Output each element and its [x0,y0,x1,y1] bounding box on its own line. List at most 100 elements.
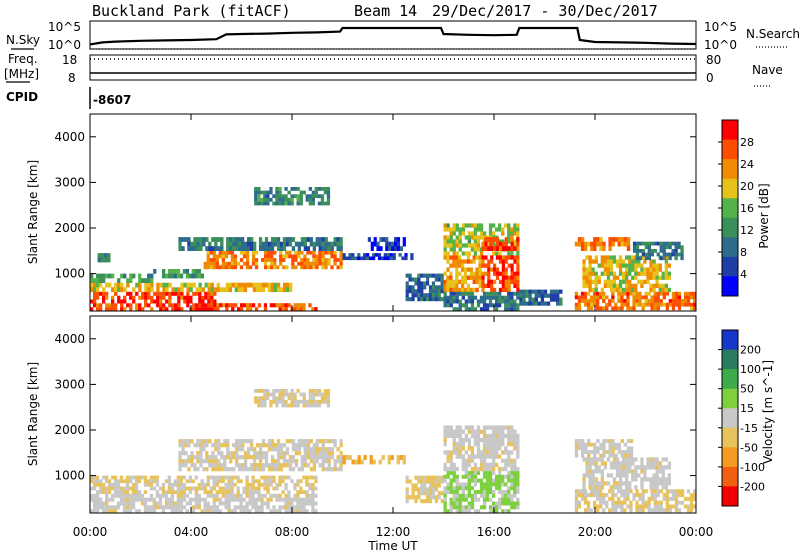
power-cell [269,187,273,191]
power-cell [588,255,592,260]
power-cell [671,249,675,253]
velocity-cell [629,453,634,458]
velocity-cell [501,509,505,514]
power-cell [330,246,334,251]
velocity-cell [582,477,586,482]
power-cell [611,306,615,311]
power-cell [168,273,172,279]
power-cell [596,299,600,303]
velocity-cell [513,493,517,498]
velocity-cell [321,459,325,464]
velocity-cell [618,473,623,478]
power-cell [540,293,545,298]
velocity-cell [178,463,182,468]
velocity-cell [266,505,270,510]
power-cell [99,307,103,312]
velocity-cell [612,485,617,490]
velocity-cell [215,493,219,498]
power-cell [224,261,229,266]
power-cell [211,246,215,251]
power-cell [449,247,453,252]
power-cell [528,301,532,306]
velocity-cell [626,450,631,454]
velocity-cell [507,462,511,468]
power-cell [662,295,666,300]
power-cell [333,237,337,242]
velocity-cell [140,497,145,502]
velocity-cell [455,425,459,430]
velocity-cell [299,486,303,491]
power-cell [504,299,508,304]
velocity-cell [309,467,313,472]
velocity-cell [620,508,624,513]
power-cell [236,261,241,266]
velocity-cell [181,459,185,464]
velocity-cell [629,508,633,513]
velocity-cell [501,433,505,438]
velocity-cell [260,493,264,498]
power-cell [501,255,505,260]
power-cell [303,261,307,266]
power-cell [507,263,511,268]
velocity-cell [495,509,499,514]
power-cell [96,278,100,283]
power-cell [653,299,657,303]
power-cell [168,295,172,300]
velocity-cell [269,392,273,397]
power-cell [664,275,668,280]
velocity-cell [149,509,154,514]
velocity-cell [257,396,261,401]
power-cell [233,265,238,270]
power-cell [186,299,190,304]
power-cell [303,258,307,262]
velocity-cell [245,509,249,514]
velocity-cell [485,482,490,487]
power-cell [664,283,668,288]
velocity-cell [233,493,237,498]
velocity-cell [476,450,481,455]
velocity-cell [605,493,609,498]
velocity-cell [235,443,239,448]
velocity-cell [658,481,662,486]
velocity-cell [323,392,328,397]
velocity-cell [215,479,219,484]
velocity-cell [149,497,154,502]
power-cell [290,187,294,191]
power-cell [306,246,310,251]
velocity-cell [253,447,257,452]
power-cell [495,246,500,251]
velocity-cell [464,433,468,438]
power-cell [574,302,579,307]
power-cell [693,299,697,303]
power-cell [612,259,617,264]
velocity-cell [455,474,459,479]
velocity-cell [495,478,499,483]
power-cell [582,279,586,284]
power-cell [470,243,475,248]
velocity-cell [504,458,508,463]
velocity-cell [574,496,579,501]
velocity-cell [93,493,97,498]
power-cell [296,303,300,308]
power-cell [484,237,488,242]
velocity-region [443,493,520,514]
velocity-cell [464,425,468,430]
power-cell [273,237,278,242]
power-cell [239,250,244,255]
power-cell [472,259,476,264]
power-cell [293,307,297,312]
velocity-cell [200,497,204,502]
velocity-cell [476,433,481,438]
power-cell [507,279,511,284]
velocity-cell [594,481,598,486]
power-cell [513,231,517,236]
power-cell [473,227,478,232]
power-cell [270,265,274,270]
power-cell [126,282,130,288]
velocity-cell [206,482,210,487]
velocity-cell [181,443,185,448]
velocity-cell [516,482,520,487]
power-cell [235,237,239,242]
velocity-cell [501,425,505,430]
velocity-cell [102,505,106,510]
